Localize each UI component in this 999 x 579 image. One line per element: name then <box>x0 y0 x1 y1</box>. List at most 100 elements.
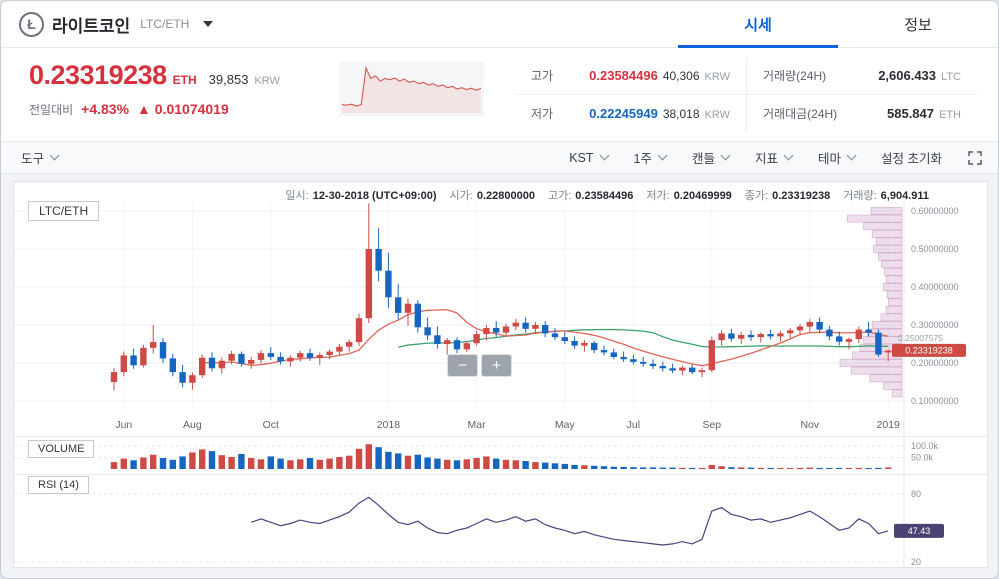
indicators-dropdown[interactable]: 지표 <box>755 148 794 167</box>
candlestick-chart[interactable]: 0.60000000 0.50000000 0.40000000 0.30000000… <box>14 196 989 436</box>
chevron-down-icon <box>203 21 214 27</box>
volume-unit: LTC <box>941 70 961 83</box>
price-axis-labels: 0.60000000 0.50000000 0.40000000 0.30000000… <box>911 206 959 406</box>
zoom-out-button[interactable]: − <box>447 354 478 377</box>
interval-dropdown[interactable]: 1주 <box>633 148 668 167</box>
theme-label: 테마 <box>818 152 842 166</box>
timezone-dropdown[interactable]: KST <box>569 151 609 165</box>
svg-text:0.10000000: 0.10000000 <box>911 396 959 406</box>
market-stats: 고가 0.23584496 40,306 KRW 거래량(24H) 2,606.… <box>515 57 977 132</box>
price-summary: 0.23319238 ETH 39,853 KRW 전일대비 +4.83% ▲ … <box>1 48 998 141</box>
ohlc-info-line: 일시: 12-30-2018 (UTC+09:00) 시가: 0.22800000 … <box>285 187 929 203</box>
svg-text:Oct: Oct <box>263 419 279 431</box>
toolbar-right: KST 1주 캔들 지표 테마 설정 초기화 <box>569 148 982 167</box>
mini-trend-chart <box>339 62 484 116</box>
svg-text:47.43: 47.43 <box>908 526 931 536</box>
coin-selector[interactable]: Ł 라이트코인 LTC/ETH <box>19 11 214 37</box>
volume-value: 2,606.433 <box>878 67 937 83</box>
info-high-label: 고가: <box>547 190 572 202</box>
fullscreen-button[interactable] <box>968 150 982 165</box>
chevron-down-icon <box>657 150 668 161</box>
svg-text:0.30000000: 0.30000000 <box>911 320 959 330</box>
price-krw: 39,853 <box>208 72 249 87</box>
time-axis-labels: Jun Aug Oct 2018 Mar May Jul Sep Nov 2019 <box>115 419 900 431</box>
svg-text:Jul: Jul <box>627 419 640 431</box>
low-label: 저가 <box>531 106 554 121</box>
rsi-value-tag: 47.43 <box>894 523 944 538</box>
candles <box>110 203 892 391</box>
svg-text:50.0k: 50.0k <box>911 453 934 463</box>
chart-panel: 일시: 12-30-2018 (UTC+09:00) 시가: 0.22800000 … <box>13 181 989 569</box>
theme-dropdown[interactable]: 테마 <box>818 148 857 167</box>
sparkline-area <box>342 68 481 113</box>
low-value: 0.22245949 <box>589 105 658 121</box>
change-label: 전일대비 <box>29 103 74 117</box>
svg-text:0.40000000: 0.40000000 <box>911 282 959 292</box>
chevron-down-icon <box>720 150 731 161</box>
svg-text:Mar: Mar <box>468 419 487 431</box>
volume-gridlines: 100.0k 50.0k <box>14 441 939 463</box>
svg-text:20: 20 <box>911 557 921 567</box>
rsi-line <box>251 496 889 546</box>
info-close-label: 종가: <box>744 190 769 202</box>
chevron-down-icon <box>49 150 60 161</box>
ma-long-line <box>398 328 889 348</box>
current-price: 0.23319238 ETH 39,853 KRW <box>29 60 280 91</box>
interval-label: 1주 <box>633 152 652 166</box>
price-gridlines <box>14 210 904 402</box>
svg-text:2018: 2018 <box>377 419 401 431</box>
coin-pair: LTC/ETH <box>140 17 190 31</box>
pair-tag: LTC/ETH <box>28 201 100 221</box>
info-high-value: 0.23584496 <box>575 190 634 202</box>
rsi-chart[interactable]: 80 20 47.43 <box>14 474 989 569</box>
chevron-down-icon <box>846 150 857 161</box>
tab-price[interactable]: 시세 <box>678 1 838 48</box>
high-krw-unit: KRW <box>704 70 730 83</box>
page-header: Ł 라이트코인 LTC/ETH 시세 정보 <box>1 1 998 48</box>
svg-text:100.0k: 100.0k <box>911 441 939 451</box>
low-krw: 38,018 <box>662 106 700 121</box>
volume-bars <box>110 444 892 470</box>
info-open-value: 0.22800000 <box>476 190 535 202</box>
price-krw-unit: KRW <box>254 75 280 87</box>
stat-turnover: 거래대금(24H) 585.847 ETH <box>746 94 977 132</box>
info-volume-value: 6,904.911 <box>880 190 929 202</box>
zoom-in-button[interactable]: + <box>481 354 512 377</box>
time-gridlines <box>123 202 889 410</box>
tab-info[interactable]: 정보 <box>904 16 932 34</box>
high-value: 0.23584496 <box>589 67 658 83</box>
svg-text:Jun: Jun <box>115 419 132 431</box>
info-close-value: 0.23319238 <box>772 190 831 202</box>
info-volume-label: 거래량: <box>843 190 877 202</box>
info-open-label: 시가: <box>449 190 473 202</box>
zoom-controls: − + <box>447 354 512 377</box>
tools-dropdown[interactable]: 도구 <box>21 148 60 167</box>
change-amount: ▲ 0.01074019 <box>137 101 229 117</box>
sparkline-line <box>341 66 482 107</box>
candle-type-dropdown[interactable]: 캔들 <box>692 148 731 167</box>
reset-settings-label: 설정 초기화 <box>881 152 942 166</box>
stat-high: 고가 0.23584496 40,306 KRW <box>515 57 746 95</box>
chevron-down-icon <box>783 150 794 161</box>
turnover-value: 585.847 <box>887 105 934 121</box>
chart-toolbar: 도구 KST 1주 캔들 지표 테마 <box>1 141 998 174</box>
reset-settings-button[interactable]: 설정 초기화 <box>881 148 942 167</box>
volume-panel-tag: VOLUME <box>28 440 95 458</box>
volume-chart[interactable]: 100.0k 50.0k <box>14 436 989 474</box>
current-price-tag: 0.23319238 <box>892 343 966 357</box>
info-date-value: 12-30-2018 (UTC+09:00) <box>312 190 437 202</box>
high-label: 고가 <box>531 68 554 83</box>
ma-short-line <box>202 309 889 367</box>
volume-label: 거래량(24H) <box>763 68 827 83</box>
svg-text:0.23319238: 0.23319238 <box>905 345 953 355</box>
stat-low: 저가 0.22245949 38,018 KRW <box>515 95 746 133</box>
info-low-value: 0.20469999 <box>673 190 732 202</box>
stat-volume: 거래량(24H) 2,606.433 LTC <box>746 57 977 95</box>
low-krw-unit: KRW <box>704 108 730 121</box>
header-tabs: 시세 정보 <box>678 1 998 48</box>
svg-text:0.50000000: 0.50000000 <box>911 244 959 254</box>
price-unit: ETH <box>172 73 197 87</box>
coin-name: 라이트코인 <box>52 16 131 36</box>
info-low-label: 저가: <box>646 190 670 202</box>
